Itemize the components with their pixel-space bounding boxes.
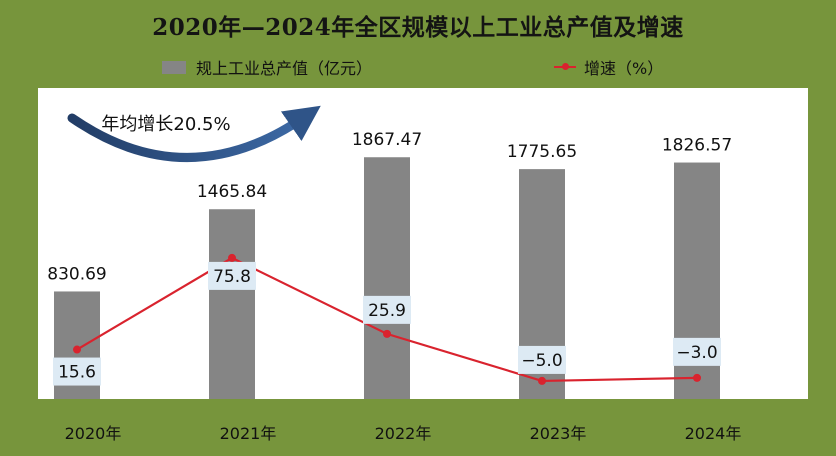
growth-label-box [208, 261, 256, 290]
growth-value-label: 25.9 [368, 301, 406, 321]
growth-label-box [673, 337, 721, 366]
growth-point-2021年 [228, 253, 236, 262]
legend-bar-label: 规上工业总产值（亿元） [196, 59, 373, 78]
bar-2021年 [209, 209, 255, 399]
growth-annotation: 年均增长20.5% [67, 105, 321, 162]
bar-value-label: 1465.84 [197, 182, 267, 202]
growth-point-2024年 [693, 373, 701, 382]
growth-label-box [53, 357, 101, 386]
x-tick-label: 2023年 [529, 424, 587, 443]
x-tick-label: 2021年 [219, 424, 277, 443]
chart-svg: 830.69 1465.84 1867.47 1775.65 1826.57 15.6 7… [47, 105, 732, 399]
plot-area: 830.69 1465.84 1867.47 1775.65 1826.57 15.6 7… [38, 88, 808, 399]
bar-value-label: 1775.65 [507, 142, 577, 162]
x-tick-label: 2024年 [684, 424, 742, 443]
growth-point-2023年 [538, 376, 546, 385]
growth-arrow-icon [67, 105, 321, 162]
growth-annotation-text: 年均增长20.5% [101, 114, 230, 135]
x-tick-label: 2020年 [64, 424, 122, 443]
bar-value-label: 830.69 [47, 264, 106, 284]
legend-line-swatch [554, 60, 576, 74]
bar-value-label: 1867.47 [352, 130, 422, 150]
bar-2022年 [364, 157, 410, 399]
growth-value-label: −5.0 [521, 351, 562, 371]
line-layer: 15.6 75.8 25.9 −5.0 −3.0 [53, 253, 721, 386]
chart-title: 2020年—2024年全区规模以上工业总产值及增速 [152, 14, 684, 41]
legend-line-label: 增速（%） [584, 59, 664, 78]
growth-value-label: −3.0 [676, 343, 717, 363]
x-tick-label: 2022年 [374, 424, 432, 443]
legend-line-series: 增速（%） [554, 55, 663, 79]
bar-value-label: 1826.57 [662, 136, 732, 156]
growth-point-2022年 [383, 329, 391, 338]
legend-bar-swatch [162, 60, 186, 74]
growth-value-label: 15.6 [58, 363, 96, 383]
growth-label-box [518, 345, 566, 374]
legend-bar-series: 规上工业总产值（亿元） [162, 55, 372, 79]
growth-point-2020年 [73, 345, 81, 354]
bars-layer: 830.69 1465.84 1867.47 1775.65 1826.57 [47, 130, 732, 399]
growth-label-box [363, 295, 411, 324]
growth-value-label: 75.8 [213, 267, 251, 287]
